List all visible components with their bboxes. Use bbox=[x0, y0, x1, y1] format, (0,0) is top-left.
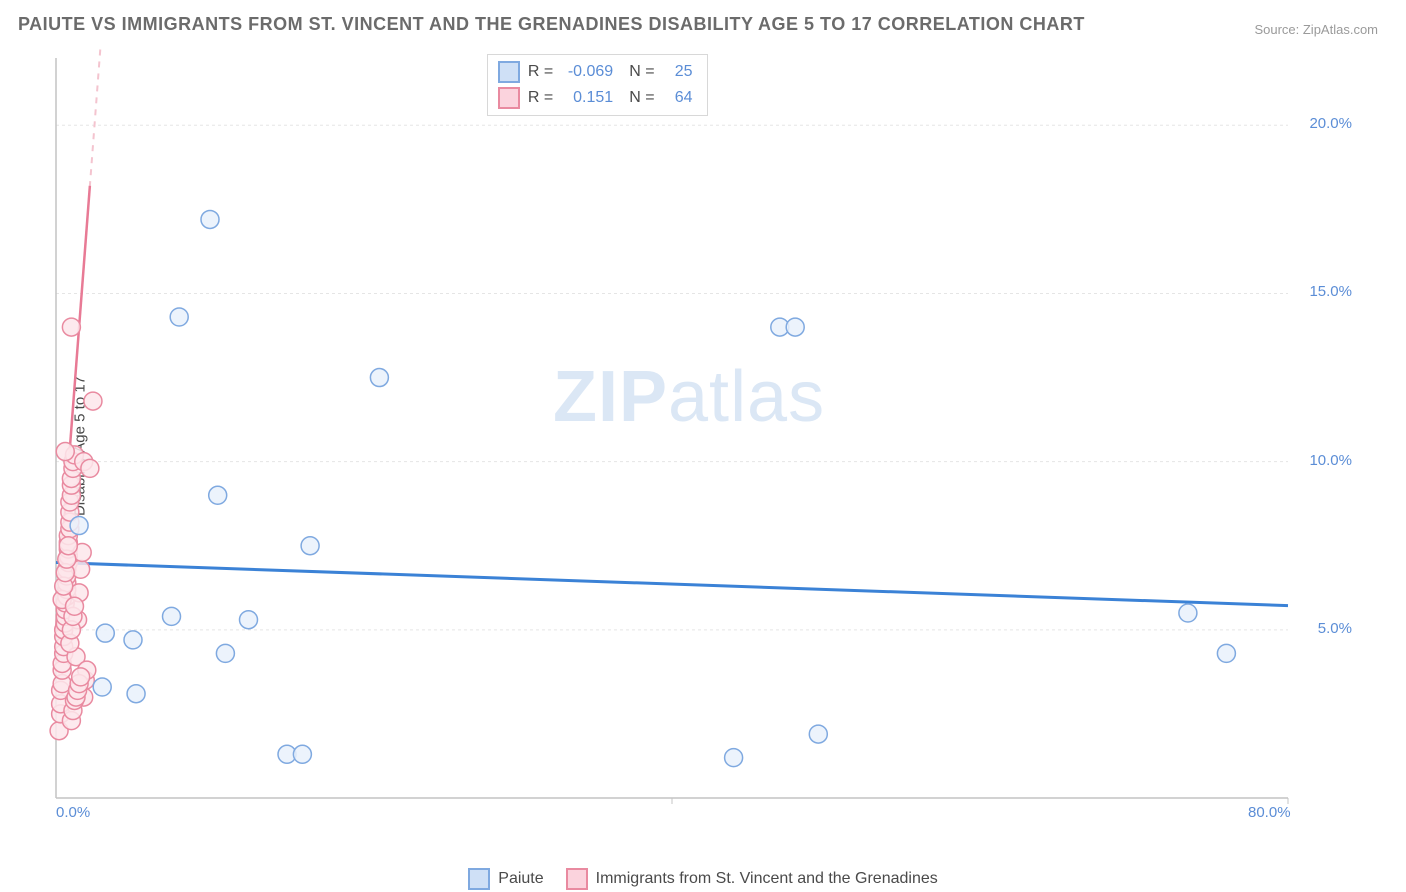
r-label: R = bbox=[528, 63, 553, 81]
scatter-plot: ZIPatlas R = -0.069 N = 25 R = 0.151 N =… bbox=[48, 48, 1358, 838]
n-label: N = bbox=[629, 89, 654, 107]
legend-swatch-series2 bbox=[566, 868, 588, 890]
stats-row-series1: R = -0.069 N = 25 bbox=[498, 61, 693, 83]
x-tick-label: 80.0% bbox=[1248, 804, 1291, 846]
swatch-series1 bbox=[498, 61, 520, 83]
legend-item-series2: Immigrants from St. Vincent and the Gren… bbox=[566, 868, 938, 890]
source-attribution: Source: ZipAtlas.com bbox=[1254, 22, 1378, 37]
y-tick-label: 5.0% bbox=[1318, 620, 1352, 637]
y-tick-label: 10.0% bbox=[1309, 452, 1352, 469]
x-tick-label: 0.0% bbox=[56, 804, 90, 846]
n-value-series2: 64 bbox=[663, 89, 693, 107]
legend-item-series1: Paiute bbox=[468, 868, 543, 890]
chart-title: PAIUTE VS IMMIGRANTS FROM ST. VINCENT AN… bbox=[18, 14, 1085, 35]
n-value-series1: 25 bbox=[663, 63, 693, 81]
chart-canvas bbox=[48, 48, 1358, 838]
correlation-stats-box: R = -0.069 N = 25 R = 0.151 N = 64 bbox=[487, 54, 708, 116]
legend-label-series1: Paiute bbox=[498, 870, 543, 888]
n-label: N = bbox=[629, 63, 654, 81]
swatch-series2 bbox=[498, 87, 520, 109]
y-tick-label: 15.0% bbox=[1309, 283, 1352, 300]
y-tick-label: 20.0% bbox=[1309, 115, 1352, 132]
r-value-series2: 0.151 bbox=[561, 89, 613, 107]
r-label: R = bbox=[528, 89, 553, 107]
stats-row-series2: R = 0.151 N = 64 bbox=[498, 87, 693, 109]
legend: Paiute Immigrants from St. Vincent and t… bbox=[0, 868, 1406, 890]
r-value-series1: -0.069 bbox=[561, 63, 613, 81]
legend-label-series2: Immigrants from St. Vincent and the Gren… bbox=[596, 870, 938, 888]
legend-swatch-series1 bbox=[468, 868, 490, 890]
